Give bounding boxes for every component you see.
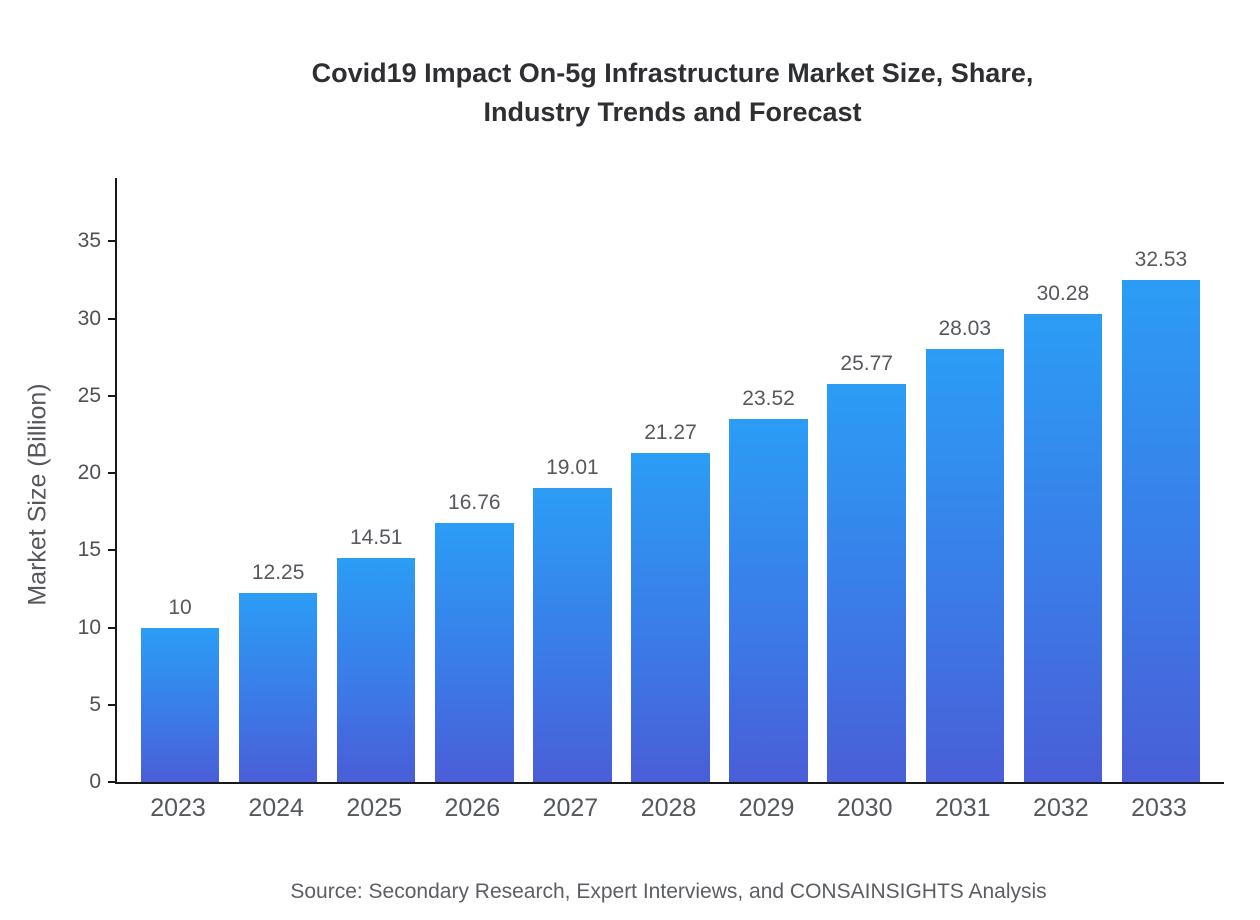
y-tick-mark (108, 394, 115, 397)
y-axis-title: Market Size (Billion) (23, 383, 52, 606)
y-tick-label: 25 (77, 383, 101, 407)
bar-value-label: 14.51 (349, 525, 403, 549)
chart-title-line1: Covid19 Impact On-5g Infrastructure Mark… (311, 58, 1034, 88)
bar-value-label: 32.53 (1134, 247, 1188, 271)
x-tick-label: 2027 (542, 794, 599, 822)
bar-value-label: 28.03 (938, 317, 992, 341)
x-tick-label: 2028 (640, 794, 697, 822)
bar-value-label: 30.28 (1036, 282, 1090, 306)
bar (1023, 314, 1103, 782)
bar-value-label: 10 (168, 595, 192, 619)
x-labels: 2023 2024 2025 2026 2027 2028 2029 2030 2031 2032… (115, 794, 1222, 830)
x-tick-label: 2024 (248, 794, 304, 822)
chart-title: Covid19 Impact On-5g Infrastructure Mark… (120, 54, 1225, 132)
bar (827, 383, 906, 782)
y-tick-mark (108, 240, 115, 243)
bar-value-label: 21.27 (644, 421, 697, 445)
bar-value-label: 25.77 (840, 351, 893, 375)
bar (435, 523, 514, 782)
y-tick-label: 15 (77, 538, 101, 562)
y-tick-label: 20 (77, 461, 101, 485)
x-tick-label: 2023 (150, 794, 206, 822)
y-tick-mark (108, 703, 115, 706)
x-tick-label: 2029 (738, 794, 795, 822)
x-tick-label: 2031 (934, 794, 991, 822)
y-tick-label: 10 (77, 615, 101, 639)
bar (533, 488, 612, 782)
bar (1121, 279, 1201, 782)
y-tick-label: 0 (89, 770, 101, 793)
bar (729, 418, 808, 782)
bar (140, 627, 220, 782)
bar-value-label: 12.25 (251, 560, 305, 584)
bar (238, 592, 318, 782)
y-tick-mark (108, 317, 115, 320)
y-tick-mark (108, 626, 115, 629)
y-tick-label: 5 (89, 692, 101, 716)
y-tick-mark (108, 549, 115, 552)
chart-title-line2: Industry Trends and Forecast (483, 97, 862, 128)
bar-value-label: 16.76 (448, 491, 501, 515)
bar-value-label: 23.52 (742, 386, 795, 410)
bar-value-label: 19.01 (546, 456, 599, 480)
source-text: Source: Secondary Research, Expert Inter… (290, 880, 1047, 903)
bars-layer: 10 12.25 14.51 16.76 19.01 21.27 23.52 25.77 28.… (117, 178, 1224, 782)
bar (925, 349, 1004, 782)
y-tick-label: 30 (77, 306, 101, 330)
y-tick-mark (108, 781, 115, 783)
y-ticks: 0 5 10 15 20 25 30 35 (78, 178, 1224, 793)
bar (631, 453, 710, 782)
x-tick-label: 2033 (1131, 794, 1187, 822)
x-tick-label: 2025 (346, 794, 403, 822)
y-tick-label: 35 (77, 229, 101, 253)
x-tick-label: 2032 (1033, 794, 1089, 822)
x-tick-label: 2030 (836, 794, 893, 822)
y-tick-mark (108, 472, 115, 475)
x-tick-label: 2026 (444, 794, 501, 822)
plot-area: 0 5 10 15 20 25 30 35 10 12.25 14.51 16.76 19.01 21.… (78, 178, 1224, 793)
bar (336, 557, 416, 782)
